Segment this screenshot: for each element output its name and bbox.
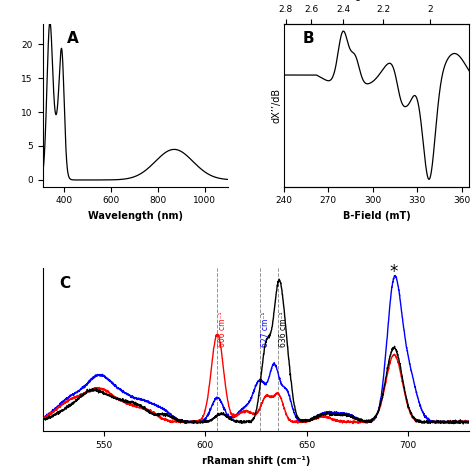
Text: 606 cm⁻¹: 606 cm⁻¹ (219, 311, 228, 346)
Text: *: * (390, 264, 398, 282)
X-axis label: g-values: g-values (356, 0, 397, 1)
Y-axis label: dX’’/dB: dX’’/dB (271, 88, 281, 123)
Text: C: C (60, 276, 71, 291)
Text: A: A (67, 31, 79, 46)
Text: B: B (302, 31, 314, 46)
Text: 627 cm⁻¹: 627 cm⁻¹ (261, 311, 270, 346)
X-axis label: rRaman shift (cm⁻¹): rRaman shift (cm⁻¹) (202, 456, 310, 465)
Text: 636 cm⁻¹: 636 cm⁻¹ (279, 311, 288, 346)
X-axis label: B-Field (mT): B-Field (mT) (343, 211, 410, 221)
X-axis label: Wavelength (nm): Wavelength (nm) (88, 211, 183, 221)
